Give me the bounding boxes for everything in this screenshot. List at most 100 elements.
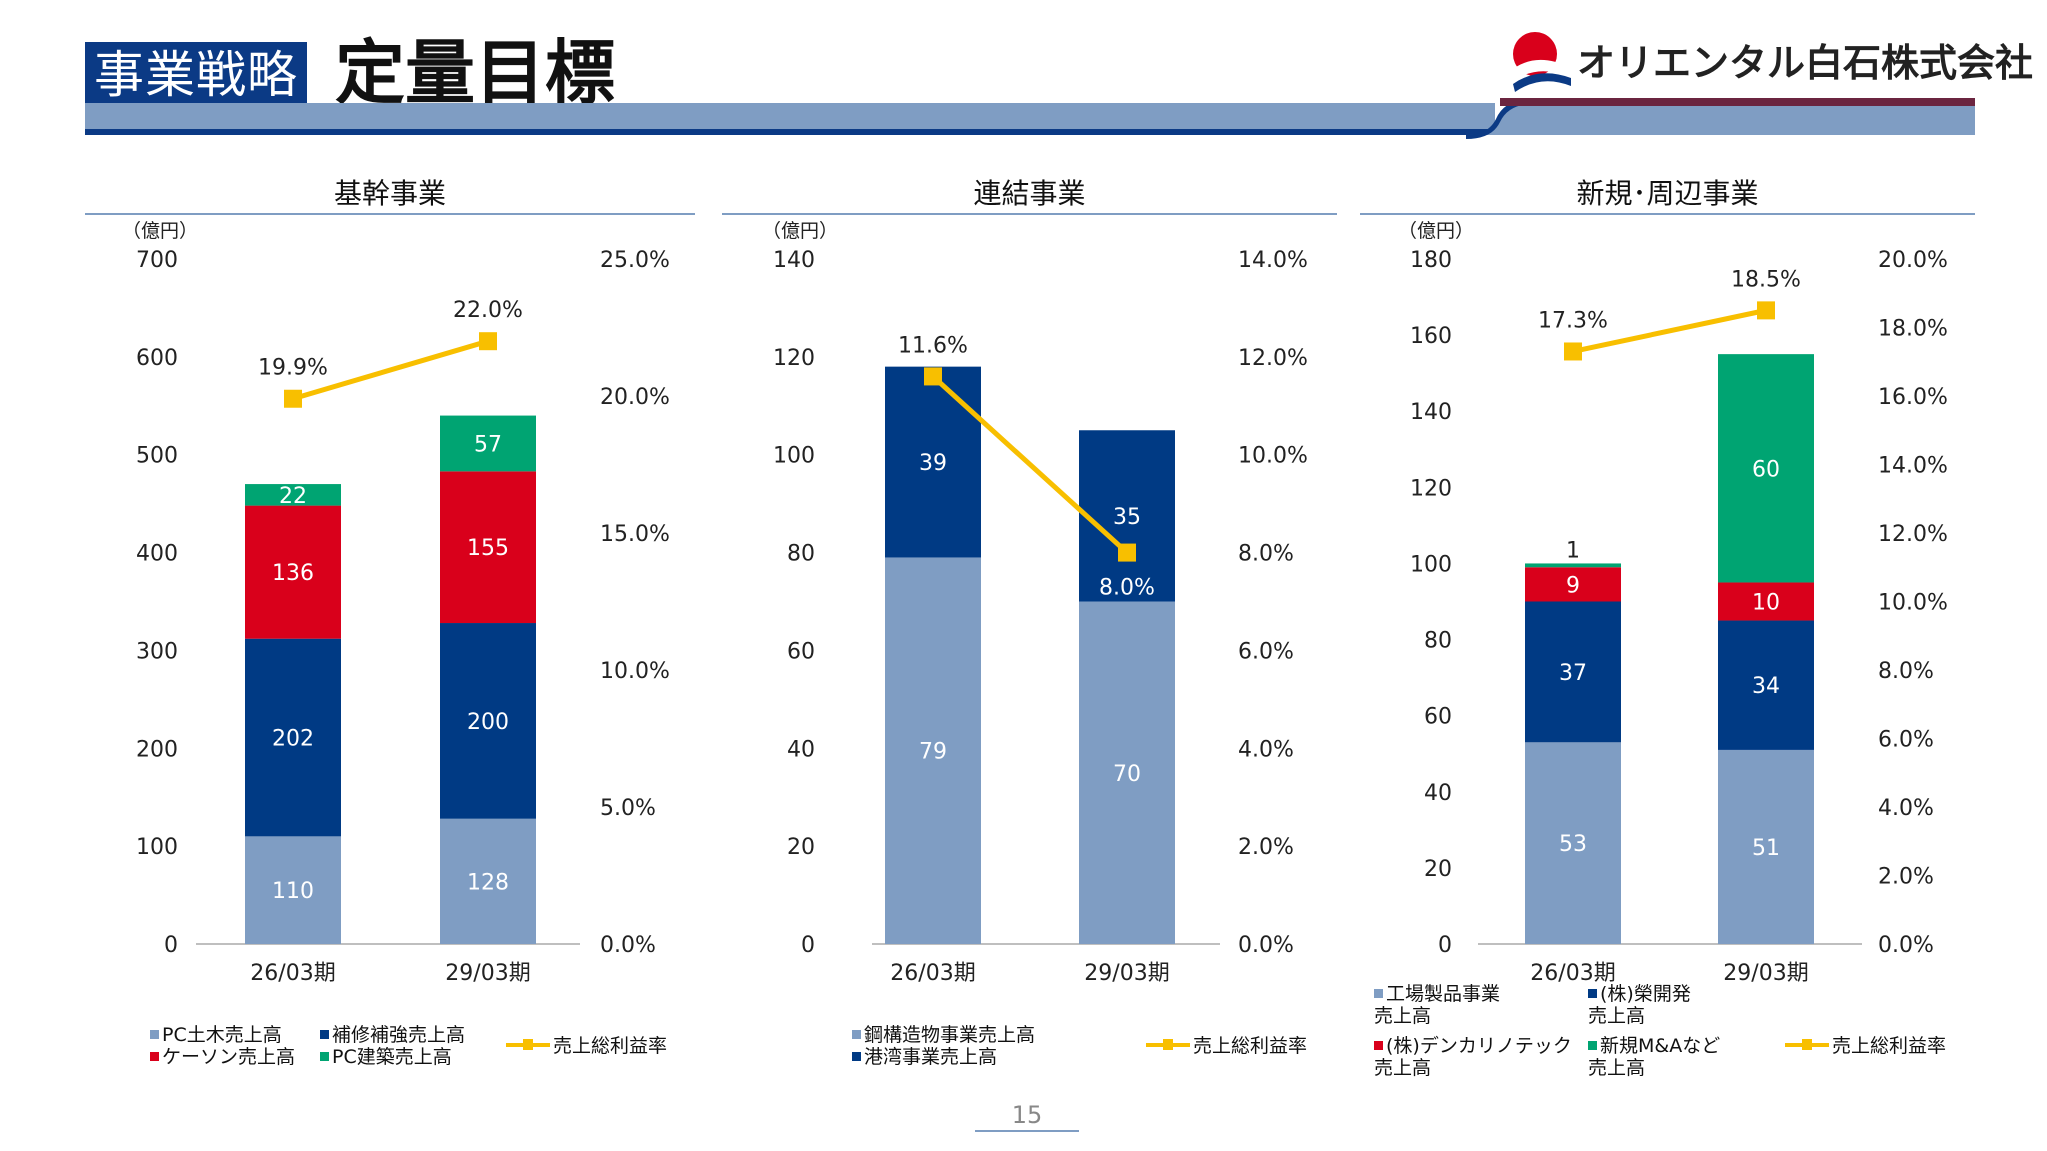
bar-segment bbox=[1525, 563, 1621, 568]
y-tick-label: 100 bbox=[136, 835, 178, 860]
bar-segment bbox=[885, 557, 981, 944]
company-logo: オリエンタル白石株式会社 bbox=[1505, 28, 2033, 98]
legend-item: 工場製品事業 売上高 bbox=[1374, 983, 1500, 1027]
y2-tick-label: 4.0% bbox=[1878, 796, 1934, 821]
y2-tick-label: 0.0% bbox=[1238, 933, 1294, 958]
legend-label: (株)榮開発 bbox=[1600, 983, 1691, 1005]
y-tick-label: 60 bbox=[1424, 705, 1452, 730]
legend-item: (株)榮開発 売上高 bbox=[1588, 983, 1691, 1027]
y-tick-label: 80 bbox=[787, 542, 815, 567]
panel-rule-consolidated bbox=[722, 213, 1337, 215]
bar-segment bbox=[1718, 354, 1814, 583]
logo-mark-icon bbox=[1509, 32, 1571, 92]
y2-tick-label: 10.0% bbox=[1238, 444, 1308, 469]
rate-label: 22.0% bbox=[453, 298, 523, 323]
legend-label: 港湾事業売上高 bbox=[864, 1046, 998, 1068]
y-tick-label: 140 bbox=[1410, 400, 1452, 425]
bar-segment bbox=[440, 623, 536, 819]
legend-label: PC土木売上高 bbox=[162, 1024, 282, 1046]
page-title: 定量目標 bbox=[335, 32, 615, 114]
rate-label: 11.6% bbox=[898, 333, 968, 358]
y2-tick-label: 20.0% bbox=[600, 385, 670, 410]
legend-swatch-icon bbox=[852, 1030, 861, 1039]
bar-segment bbox=[1079, 601, 1175, 944]
segment-label: 155 bbox=[467, 536, 509, 561]
y-tick-label: 120 bbox=[773, 346, 815, 371]
segment-label: 51 bbox=[1752, 836, 1780, 861]
y-tick-label: 20 bbox=[787, 835, 815, 860]
segment-label: 35 bbox=[1113, 505, 1141, 530]
y-tick-label: 140 bbox=[773, 248, 815, 273]
y-tick-label: 0 bbox=[801, 933, 815, 958]
x-tick-label: 26/03期 bbox=[1530, 961, 1615, 986]
y-tick-label: 60 bbox=[787, 639, 815, 664]
y2-tick-label: 12.0% bbox=[1238, 346, 1308, 371]
legend-label: 工場製品事業 bbox=[1386, 983, 1501, 1005]
segment-label: 136 bbox=[272, 561, 314, 586]
legend-swatch-icon bbox=[150, 1052, 159, 1061]
legend-line-icon bbox=[1785, 1039, 1829, 1050]
y2-tick-label: 4.0% bbox=[1238, 737, 1294, 762]
segment-label: 110 bbox=[272, 879, 314, 904]
rate-line bbox=[931, 374, 1129, 555]
page-number-rule bbox=[975, 1130, 1079, 1132]
segment-label: 10 bbox=[1752, 591, 1780, 616]
y-tick-label: 200 bbox=[136, 737, 178, 762]
y-tick-label: 40 bbox=[1424, 781, 1452, 806]
y2-tick-label: 18.0% bbox=[1878, 317, 1948, 342]
bar-segment bbox=[1718, 620, 1814, 750]
y2-tick-label: 0.0% bbox=[600, 933, 656, 958]
segment-label: 37 bbox=[1559, 661, 1587, 686]
legend-item: 売上総利益率 bbox=[1146, 1035, 1307, 1057]
legend-label: ケーソン売上高 bbox=[162, 1046, 296, 1068]
rate-line bbox=[292, 338, 489, 402]
y-tick-label: 80 bbox=[1424, 629, 1452, 654]
y2-tick-label: 14.0% bbox=[1238, 248, 1308, 273]
bar-segment bbox=[245, 836, 341, 944]
y2-tick-label: 14.0% bbox=[1878, 454, 1948, 479]
bar-segment bbox=[1525, 601, 1621, 743]
segment-label: 70 bbox=[1113, 762, 1141, 787]
y2-tick-label: 8.0% bbox=[1238, 542, 1294, 567]
segment-label: 202 bbox=[272, 727, 314, 752]
y2-tick-label: 0.0% bbox=[1878, 933, 1934, 958]
y-axis-unit: （億円） bbox=[762, 220, 838, 242]
legend-item: PC建築売上高 bbox=[320, 1046, 452, 1068]
bar-segment bbox=[245, 638, 341, 837]
legend-label: 売上総利益率 bbox=[1193, 1035, 1308, 1057]
bar-segment bbox=[245, 505, 341, 639]
panel-title-consolidated: 連結事業 bbox=[973, 177, 1086, 210]
legend-label: 売上総利益率 bbox=[1832, 1035, 1947, 1057]
panel-title-new: 新規･周辺事業 bbox=[1576, 177, 1759, 210]
y-tick-label: 0 bbox=[164, 933, 178, 958]
legend-swatch-icon bbox=[852, 1052, 861, 1061]
bar-segment bbox=[440, 818, 536, 944]
bar-segment bbox=[1718, 749, 1814, 944]
y-tick-label: 500 bbox=[136, 444, 178, 469]
y2-tick-label: 10.0% bbox=[1878, 591, 1948, 616]
legend-item: PC土木売上高 bbox=[150, 1024, 282, 1046]
x-tick-label: 26/03期 bbox=[250, 961, 335, 986]
y-axis-unit: （億円） bbox=[1398, 220, 1474, 242]
y-tick-label: 100 bbox=[1410, 552, 1452, 577]
y-tick-label: 300 bbox=[136, 639, 178, 664]
y2-tick-label: 16.0% bbox=[1878, 385, 1948, 410]
x-tick-label: 29/03期 bbox=[445, 961, 530, 986]
legend-item: 港湾事業売上高 bbox=[852, 1046, 997, 1068]
x-tick-label: 29/03期 bbox=[1084, 961, 1169, 986]
rate-line bbox=[1572, 307, 1767, 354]
bar-segment bbox=[245, 484, 341, 506]
legend-item: ケーソン売上高 bbox=[150, 1046, 295, 1068]
legend-item: 新規M&Aなど 売上高 bbox=[1588, 1035, 1720, 1079]
legend-swatch-icon bbox=[150, 1030, 159, 1039]
legend-swatch-icon bbox=[1374, 989, 1383, 998]
segment-label: 128 bbox=[467, 870, 509, 895]
bar-segment bbox=[440, 415, 536, 472]
panel-rule-core bbox=[85, 213, 695, 215]
legend-swatch-icon bbox=[320, 1030, 329, 1039]
rate-label: 18.5% bbox=[1731, 267, 1801, 292]
y-tick-label: 600 bbox=[136, 346, 178, 371]
legend-swatch-icon bbox=[1588, 989, 1597, 998]
y-tick-label: 180 bbox=[1410, 248, 1452, 273]
